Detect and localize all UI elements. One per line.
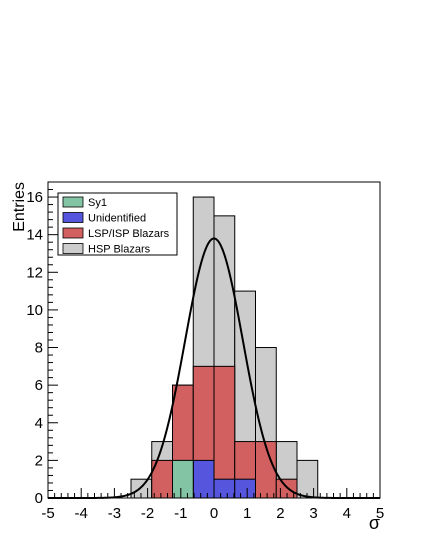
- legend-swatch: [62, 243, 84, 254]
- x-tick-label: 1: [243, 505, 251, 522]
- bar-hsp-blazars-8: [296, 459, 319, 499]
- legend-swatch: [62, 196, 84, 208]
- legend-swatch: [62, 227, 84, 239]
- x-tick-label: 4: [343, 505, 351, 522]
- x-tick-label: -4: [75, 505, 88, 522]
- legend-swatch: [62, 212, 84, 223]
- legend: Sy1 Unidentified LSP/ISP Blazars HSP Blazar…: [57, 192, 178, 256]
- y-tick-label: 2: [35, 452, 43, 469]
- legend-label: LSP/ISP Blazars: [88, 228, 170, 240]
- legend-label: HSP Blazars: [88, 244, 151, 256]
- y-tick-label: 8: [35, 340, 43, 357]
- legend-label: Unidentified: [88, 213, 146, 225]
- x-tick-label: 3: [309, 505, 317, 522]
- y-tick-label: 6: [35, 377, 43, 394]
- x-tick-label: -5: [41, 505, 54, 522]
- x-axis-label: σ: [369, 513, 380, 533]
- x-tick-label: -2: [141, 505, 154, 522]
- y-tick-label: 12: [26, 264, 43, 281]
- legend-label: Sy1: [88, 197, 107, 209]
- x-tick-label: 0: [210, 505, 218, 522]
- x-tick-label: -3: [108, 505, 121, 522]
- bar-lsp-isp-blazars-4: [213, 365, 236, 499]
- y-tick-label: 4: [35, 415, 43, 432]
- y-axis-label: Entries: [11, 182, 28, 232]
- bar-unidentified-3: [192, 459, 215, 499]
- bar-sy1-2: [172, 459, 194, 499]
- bars-layer: [130, 196, 319, 499]
- bar-unidentified-5: [234, 478, 256, 499]
- y-tick-label: 10: [26, 302, 43, 319]
- y-tick-label: 14: [26, 227, 43, 244]
- x-tick-label: 5: [376, 505, 384, 522]
- x-tick-label: 2: [276, 505, 284, 522]
- y-tick-label: 16: [26, 189, 43, 206]
- bar-lsp-isp-blazars-6: [255, 441, 277, 499]
- bar-unidentified-4: [213, 478, 236, 499]
- x-tick-label: -1: [174, 505, 187, 522]
- y-tick-label: 0: [35, 490, 43, 507]
